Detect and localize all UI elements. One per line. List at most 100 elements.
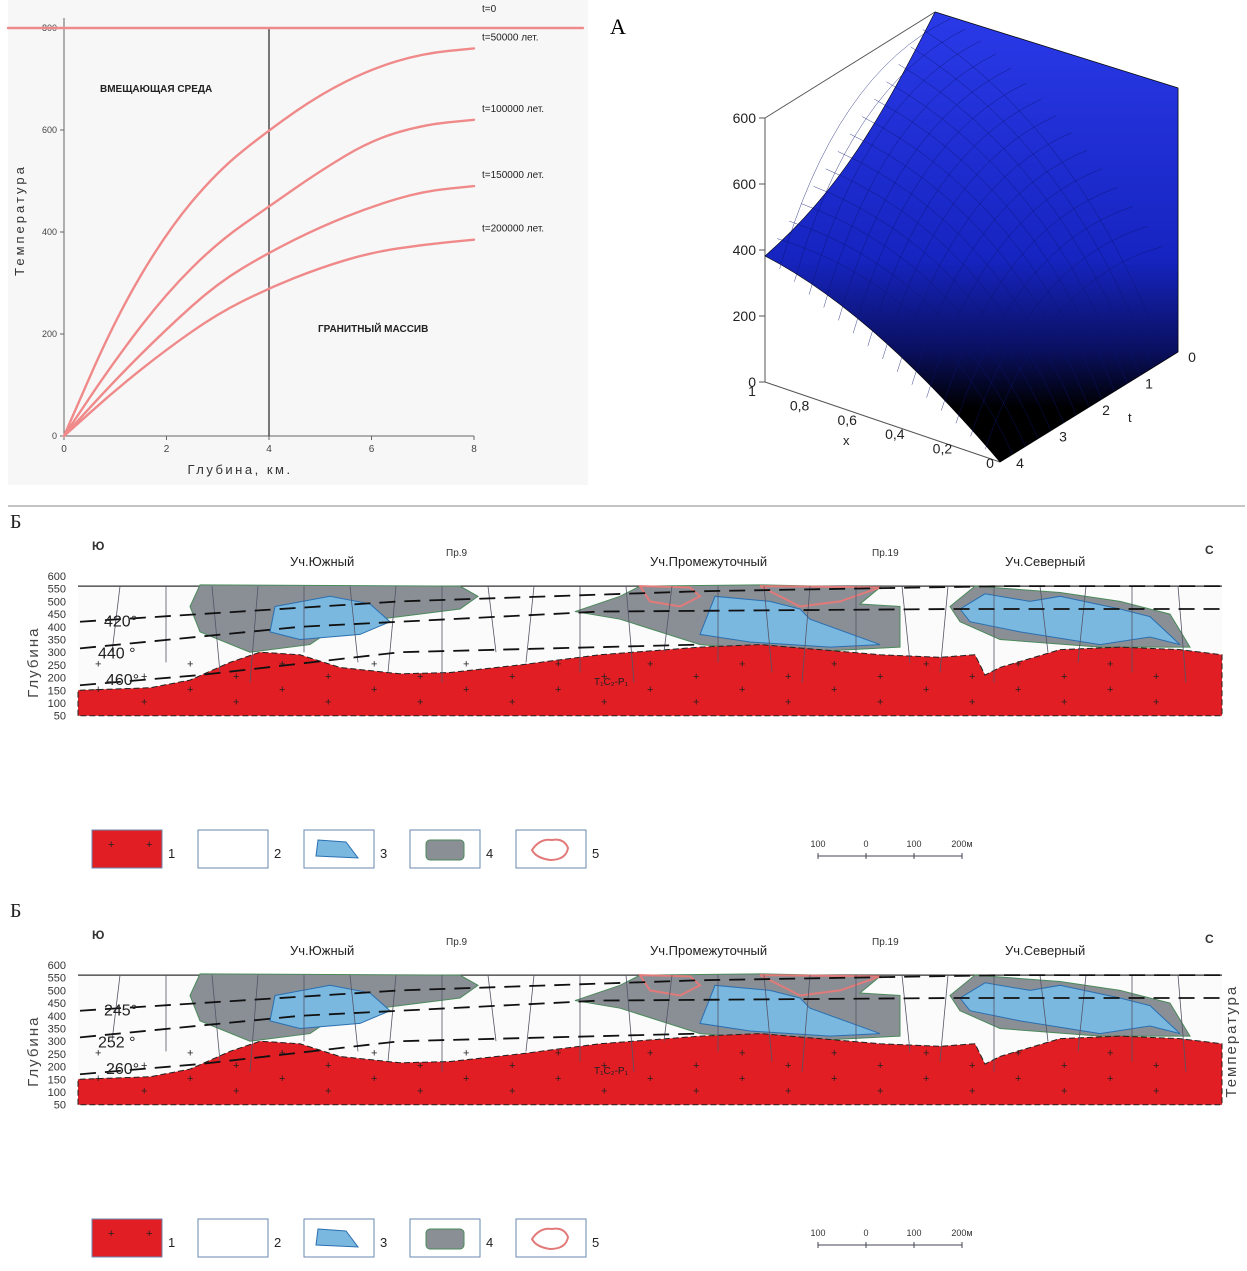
depth-tick-label: 500 (48, 985, 66, 997)
borehole-line (525, 586, 535, 663)
depth-tick-label: 100 (48, 1087, 66, 1099)
granite-symbol: + (417, 1060, 423, 1072)
depth-tick-label: 550 (48, 584, 66, 596)
granite-symbol: + (233, 1086, 239, 1098)
granite-symbol: + (463, 1047, 469, 1059)
depth-tick-label: 450 (48, 609, 66, 621)
borehole-line (211, 586, 221, 673)
scale-label: 200м (951, 1228, 972, 1238)
borehole-line (249, 975, 259, 1072)
depth-tick-label: 100 (48, 698, 66, 710)
chart1-series-line-2 (62, 118, 476, 438)
ore-body (699, 595, 881, 648)
legend-label: 3 (380, 846, 387, 861)
granite-symbol: + (831, 658, 837, 670)
granite-symbol: + (325, 671, 331, 683)
borehole-line (249, 586, 259, 683)
granite-symbol: + (1153, 1060, 1159, 1072)
depth-tick-label: 250 (48, 660, 66, 672)
borehole-line (663, 975, 673, 1042)
chart2-mesh-line (823, 53, 996, 308)
granite-symbol: + (877, 1060, 883, 1072)
granite-symbol: + (647, 684, 653, 696)
granite-symbol: + (785, 671, 791, 683)
granite-symbol: + (555, 658, 561, 670)
chart1-y-tick-label: 400 (42, 227, 57, 237)
chart2-mesh-line (825, 168, 1064, 423)
borehole-line (901, 586, 911, 663)
chart2-x-tick-label: 0,2 (933, 441, 953, 457)
profile-label: Пр.9 (446, 937, 468, 948)
legend-swatch-blank (197, 1218, 269, 1258)
granite-symbol: + (187, 1047, 193, 1059)
scale-label: 100 (810, 1228, 825, 1238)
granite-symbol: + (1107, 658, 1113, 670)
borehole-line (801, 975, 811, 1072)
granite-symbol: + (146, 839, 152, 851)
isotherm-label: 420° (104, 614, 137, 631)
depth-tick-label: 200 (48, 673, 66, 685)
legend-label: 3 (380, 1235, 387, 1250)
legend-label: 2 (274, 1235, 281, 1250)
panel-label-b: Б (10, 511, 21, 533)
depth-tick-label: 450 (48, 998, 66, 1010)
granite-symbol: + (601, 671, 607, 683)
granite-symbol: + (463, 658, 469, 670)
granite-symbol: + (509, 697, 515, 709)
granite-symbol: + (1153, 1086, 1159, 1098)
cross-section-1: БЮ С60055050045040035030025020015010050Гл… (10, 511, 1223, 869)
formation-label: T₁C₂-P₁ (594, 677, 629, 688)
granite-symbol: + (1015, 1073, 1021, 1085)
ore-body (269, 595, 391, 641)
granite-symbol: + (187, 1073, 193, 1085)
granite-symbol: + (1153, 697, 1159, 709)
depth-tick-label: 150 (48, 1074, 66, 1086)
granite-symbol: + (141, 697, 147, 709)
depth-tick-label: 500 (48, 596, 66, 608)
site-label: Уч.Промежуточный (650, 943, 767, 958)
granite-symbol: + (1015, 1047, 1021, 1059)
chart1-series-labels: t=0 t=50000 лет. t=100000 лет. t=150000 лет… (482, 4, 544, 235)
legend-swatch-granite (91, 1218, 163, 1258)
legend-label: 5 (592, 846, 599, 861)
depth-axis-label: Глубина (25, 1016, 42, 1087)
chart2-mesh-line (896, 132, 1072, 372)
granite-symbol: + (969, 697, 975, 709)
granite-symbol: + (923, 684, 929, 696)
chart2-xlabel: x (843, 433, 850, 448)
chart2-x-tick-label: 0 (986, 455, 994, 471)
chart2-surface-fill (764, 11, 1179, 463)
granite-symbol: + (739, 658, 745, 670)
chart1-series-label-0: t=0 (482, 4, 497, 15)
granite-symbol: + (509, 1060, 515, 1072)
chart2-mesh-line (813, 186, 1052, 431)
depth-tick-label: 400 (48, 622, 66, 634)
granite-symbol: + (877, 697, 883, 709)
borehole-line (211, 975, 221, 1062)
chart2-mesh-line (874, 98, 1115, 392)
chart2-x-tick-label: 1 (748, 383, 756, 399)
chart2-z-tick-label: 400 (733, 242, 757, 258)
granite-symbol: + (601, 697, 607, 709)
chart2-mesh-line (926, 168, 1103, 398)
depth-tick-label: 300 (48, 1036, 66, 1048)
chart2-mesh-line (922, 29, 1166, 360)
isotherm-line (79, 585, 1222, 623)
granite-symbol: + (693, 671, 699, 683)
chart1-series (6, 26, 585, 438)
borehole-line (663, 586, 673, 653)
chart2-mesh-line (955, 206, 1133, 424)
chart2-mesh-line (808, 40, 981, 295)
borehole-line (1177, 975, 1187, 1072)
chart2-box-edge (764, 381, 1001, 463)
granite-symbol: + (95, 1073, 101, 1085)
granite-symbol: + (95, 684, 101, 696)
isotherm-line (79, 974, 1222, 1012)
chart2-x-tick-label: 0,8 (790, 397, 810, 413)
granite-symbol: + (831, 684, 837, 696)
granite-symbol: + (417, 1086, 423, 1098)
depth-tick-label: 550 (48, 973, 66, 985)
isotherm-line (79, 1032, 701, 1076)
depth-tick-label: 150 (48, 685, 66, 697)
